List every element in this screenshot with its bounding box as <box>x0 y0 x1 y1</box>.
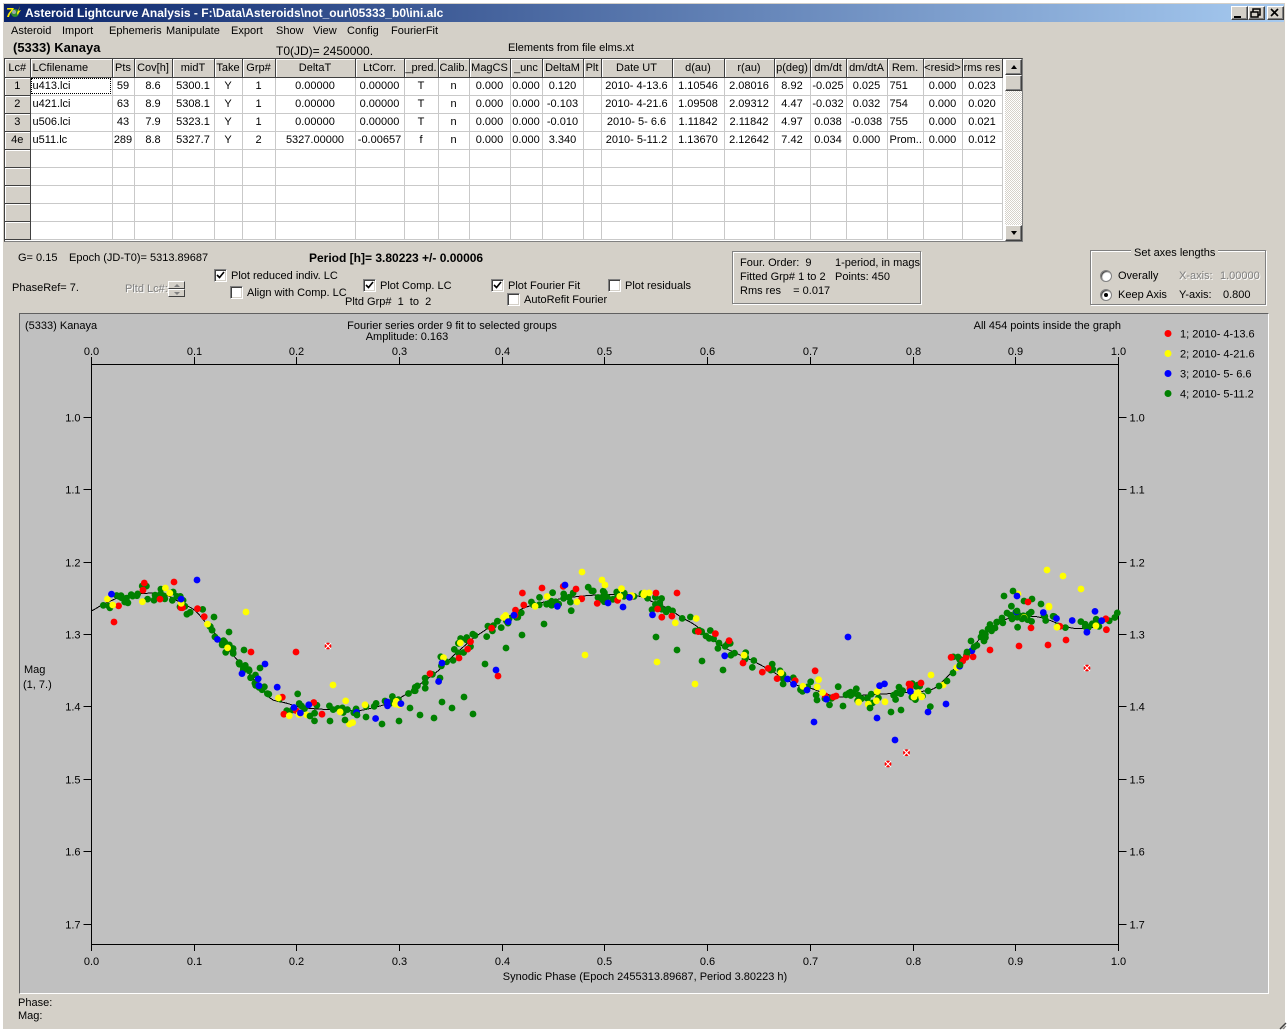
svg-text:Mag: Mag <box>24 664 45 676</box>
svg-text:0.6: 0.6 <box>700 956 715 968</box>
svg-text:0.0: 0.0 <box>84 346 99 358</box>
svg-text:1; 2010- 4-13.6: 1; 2010- 4-13.6 <box>1180 329 1255 341</box>
svg-text:Synodic Phase (Epoch 2455313.8: Synodic Phase (Epoch 2455313.89687, Peri… <box>503 971 787 983</box>
svg-text:3; 2010- 5- 6.6: 3; 2010- 5- 6.6 <box>1180 369 1252 381</box>
svg-text:0.5: 0.5 <box>597 956 612 968</box>
svg-text:0.0: 0.0 <box>84 956 99 968</box>
svg-text:1.3: 1.3 <box>65 630 80 642</box>
svg-text:0.9: 0.9 <box>1008 956 1023 968</box>
svg-text:1.5: 1.5 <box>1130 775 1145 787</box>
svg-text:1.7: 1.7 <box>1130 920 1145 932</box>
svg-text:0.7: 0.7 <box>803 346 818 358</box>
svg-text:1.1: 1.1 <box>1130 485 1145 497</box>
svg-text:1.0: 1.0 <box>1130 413 1145 425</box>
svg-text:1.0: 1.0 <box>1111 956 1126 968</box>
svg-text:1.2: 1.2 <box>65 558 80 570</box>
svg-text:0.5: 0.5 <box>597 346 612 358</box>
svg-text:1.4: 1.4 <box>65 702 80 714</box>
svg-text:0.2: 0.2 <box>289 956 304 968</box>
svg-text:1.4: 1.4 <box>1130 702 1145 714</box>
svg-text:7: 7 <box>6 5 14 20</box>
svg-text:Amplitude: 0.163: Amplitude: 0.163 <box>366 331 449 343</box>
svg-text:0.1: 0.1 <box>187 956 202 968</box>
svg-text:0.2: 0.2 <box>289 346 304 358</box>
svg-text:0.9: 0.9 <box>1008 346 1023 358</box>
svg-text:1.6: 1.6 <box>1130 847 1145 859</box>
svg-text:(1, 7.): (1, 7.) <box>23 679 52 691</box>
svg-text:0.6: 0.6 <box>700 346 715 358</box>
svg-text:0.8: 0.8 <box>906 346 921 358</box>
svg-text:0.4: 0.4 <box>495 956 510 968</box>
svg-text:0.1: 0.1 <box>187 346 202 358</box>
svg-text:(5333) Kanaya: (5333) Kanaya <box>25 320 98 332</box>
svg-text:1.3: 1.3 <box>1130 630 1145 642</box>
svg-text:1.7: 1.7 <box>65 920 80 932</box>
svg-text:1.6: 1.6 <box>65 847 80 859</box>
svg-text:1.0: 1.0 <box>65 413 80 425</box>
svg-text:1.0: 1.0 <box>1111 346 1126 358</box>
svg-text:1.1: 1.1 <box>65 485 80 497</box>
svg-text:1.2: 1.2 <box>1130 558 1145 570</box>
svg-text:0.7: 0.7 <box>803 956 818 968</box>
svg-text:Fourier series order 9 fit to: Fourier series order 9 fit to selected g… <box>347 320 557 332</box>
svg-text:0.4: 0.4 <box>495 346 510 358</box>
svg-text:2; 2010- 4-21.6: 2; 2010- 4-21.6 <box>1180 349 1255 361</box>
svg-text:All 454 points inside the grap: All 454 points inside the graph <box>974 320 1121 332</box>
svg-text:1.5: 1.5 <box>65 775 80 787</box>
svg-text:0.3: 0.3 <box>392 956 407 968</box>
svg-text:4; 2010- 5-11.2: 4; 2010- 5-11.2 <box>1180 389 1254 401</box>
svg-text:0.8: 0.8 <box>906 956 921 968</box>
svg-text:0.3: 0.3 <box>392 346 407 358</box>
